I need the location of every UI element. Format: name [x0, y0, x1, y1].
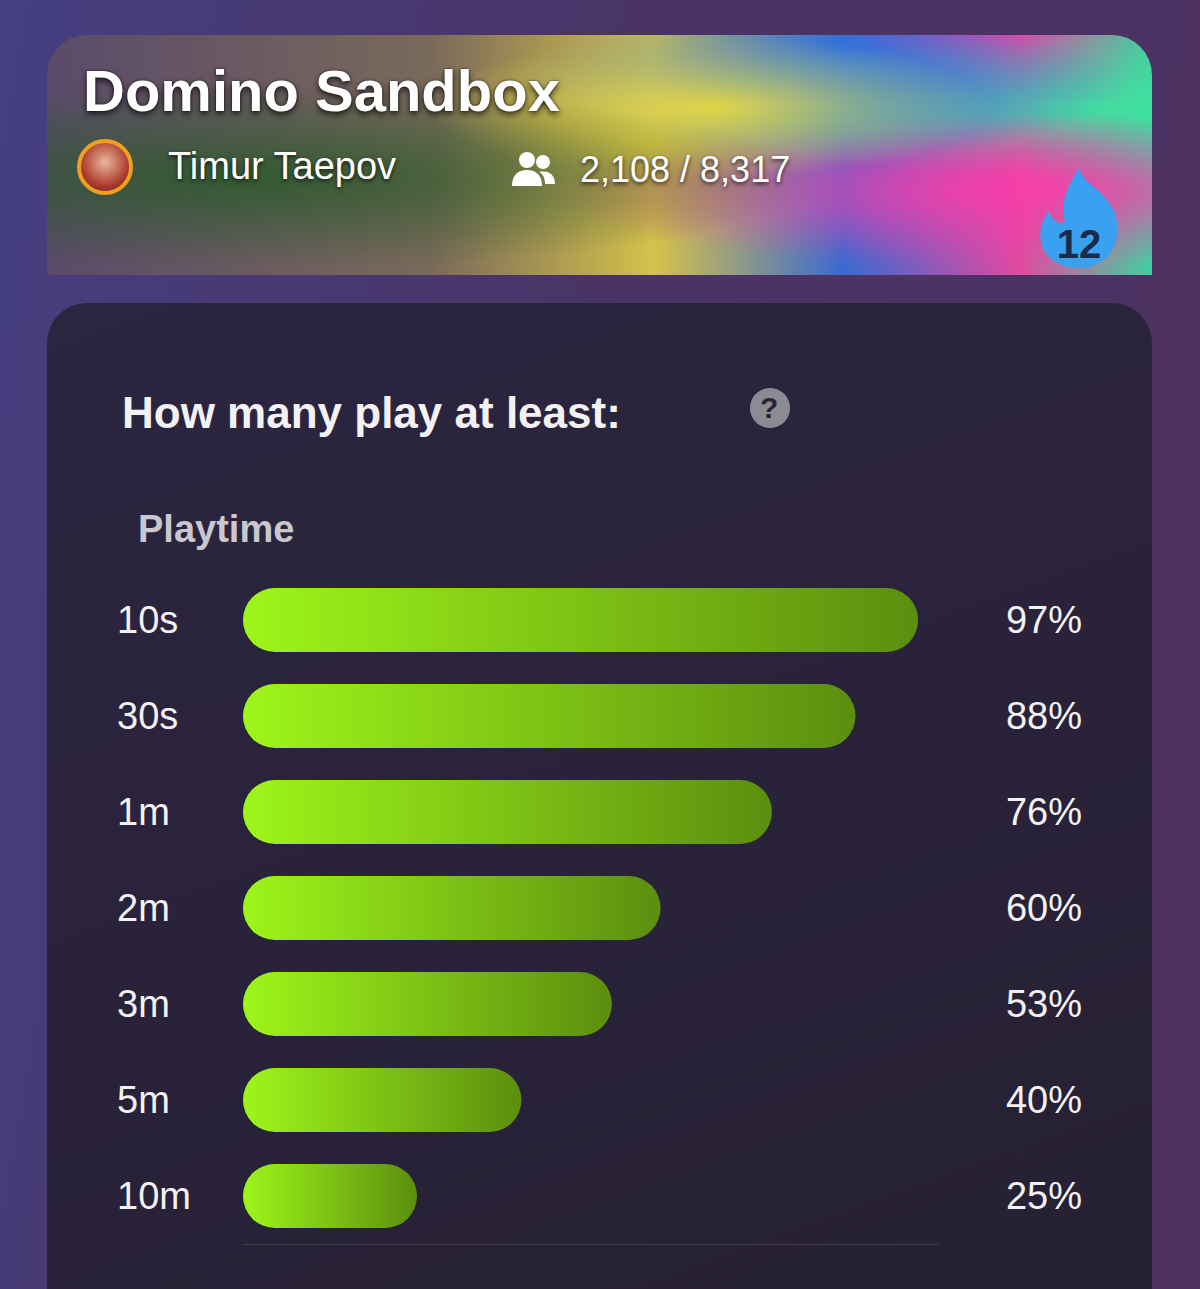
- svg-text:3m: 3m: [117, 983, 170, 1025]
- svg-text:?: ?: [760, 391, 778, 424]
- svg-text:10m: 10m: [117, 1175, 191, 1217]
- svg-text:2m: 2m: [117, 887, 170, 929]
- svg-text:25%: 25%: [1006, 1175, 1082, 1217]
- svg-text:Playtime: Playtime: [138, 508, 294, 550]
- svg-text:10s: 10s: [117, 599, 178, 641]
- html-text:2,108 / 8,317: 2,108 / 8,317: [580, 149, 791, 190]
- svg-text:53%: 53%: [1006, 983, 1082, 1025]
- svg-text:60%: 60%: [1006, 887, 1082, 929]
- html-text:Timur Taepov: Timur Taepov: [168, 145, 397, 187]
- svg-text:76%: 76%: [1006, 791, 1082, 833]
- svg-text:5m: 5m: [117, 1079, 170, 1121]
- svg-text:88%: 88%: [1006, 695, 1082, 737]
- html-text:Domino Sandbox: Domino Sandbox: [83, 58, 560, 123]
- svg-text:How many play at least:: How many play at least:: [122, 388, 621, 437]
- svg-text:1m: 1m: [117, 791, 170, 833]
- svg-text:30s: 30s: [117, 695, 178, 737]
- svg-text:40%: 40%: [1006, 1079, 1082, 1121]
- svg-text:12: 12: [1057, 222, 1102, 266]
- svg-text:97%: 97%: [1006, 599, 1082, 641]
